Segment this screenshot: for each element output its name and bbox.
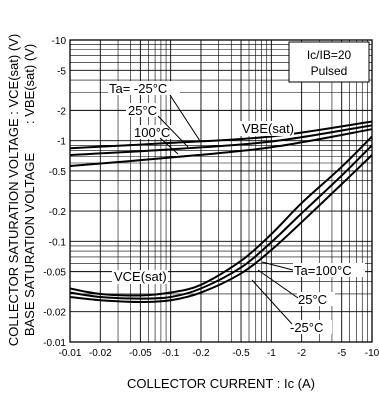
x-tick-label: -2 [297,348,306,359]
label-bg [293,263,365,277]
series-label-vbe-ta-minus25: Ta= -25°C [109,81,167,96]
x-tick-label: -0.5 [232,348,250,359]
x-tick-label: -5 [337,348,346,359]
label-bg [290,320,332,334]
condition-line2: Pulsed [311,64,348,78]
y-tick-label: -0.2 [49,207,67,218]
leader-line [157,115,189,148]
leader-line [169,94,201,142]
label-bg [126,103,160,117]
x-tick-label: -0.2 [192,348,210,359]
y-axis-title-line1: COLLECTOR SATURATION VOLTAGE : VCE(sat) … [6,34,21,346]
leader-line [251,279,293,325]
label-bg [297,292,335,306]
series-label-vbe-25: 25°C [128,103,157,118]
group-label-vbe: VBE(sat) [242,121,294,136]
y-tick-label: -0.05 [43,268,66,279]
series-lines [69,120,373,303]
plot-frame [69,39,373,343]
y-axis-title-line2: BASE SATURATION VOLTAGE : VBE(sat) (V) [22,44,37,336]
y-tick-label: -0.01 [43,338,66,349]
group-label-vce: VCE(sat) [114,269,167,284]
leader-line [159,137,179,155]
condition-line1: Ic/IB=20 [307,48,352,62]
x-tick-label: -0.02 [89,348,112,359]
label-bg [108,81,180,95]
series-line-2 [69,128,373,168]
x-tick-label: -0.05 [129,348,152,359]
condition-box [288,41,370,83]
y-tick-label: -1 [57,137,66,148]
x-axis-title: COLLECTOR CURRENT : Ic (A) [127,376,315,391]
leader-line [261,261,294,271]
legend-box: Ic/IB=20 Pulsed [288,41,370,83]
x-tick-label: -0.1 [162,348,180,359]
series-line-0 [69,120,373,150]
label-bg [132,125,180,139]
y-tick-label: -5 [57,66,66,77]
x-tick-label: -1 [267,348,276,359]
series-label-vbe-100: 100°C [134,125,170,140]
x-tick-label: -0.01 [59,348,82,359]
y-tick-label: -2 [57,106,66,117]
label-bg [240,121,294,136]
series-line-5 [69,154,373,303]
series-line-1 [69,124,373,157]
tick-labels: -0.01 -0.02 -0.05 -0.1 -0.2 -0.5 -1 -2 -5 -10 -10 -… [43,36,379,359]
y-tick-label: -0.1 [49,237,67,248]
series-label-vce-ta100: Ta=100°C [294,263,352,278]
series-label-vce-25: 25°C [298,292,327,307]
series-label-vce-minus25: -25°C [290,320,323,335]
x-tick-label: -10 [365,348,379,359]
y-tick-label: -10 [52,36,67,47]
series-line-3 [69,135,373,297]
leader-line [257,269,299,299]
series-line-4 [69,144,373,300]
label-bg [112,270,168,284]
y-tick-label: -0.5 [49,167,67,178]
y-tick-label: -0.02 [43,308,66,319]
chart-grid [69,40,372,343]
